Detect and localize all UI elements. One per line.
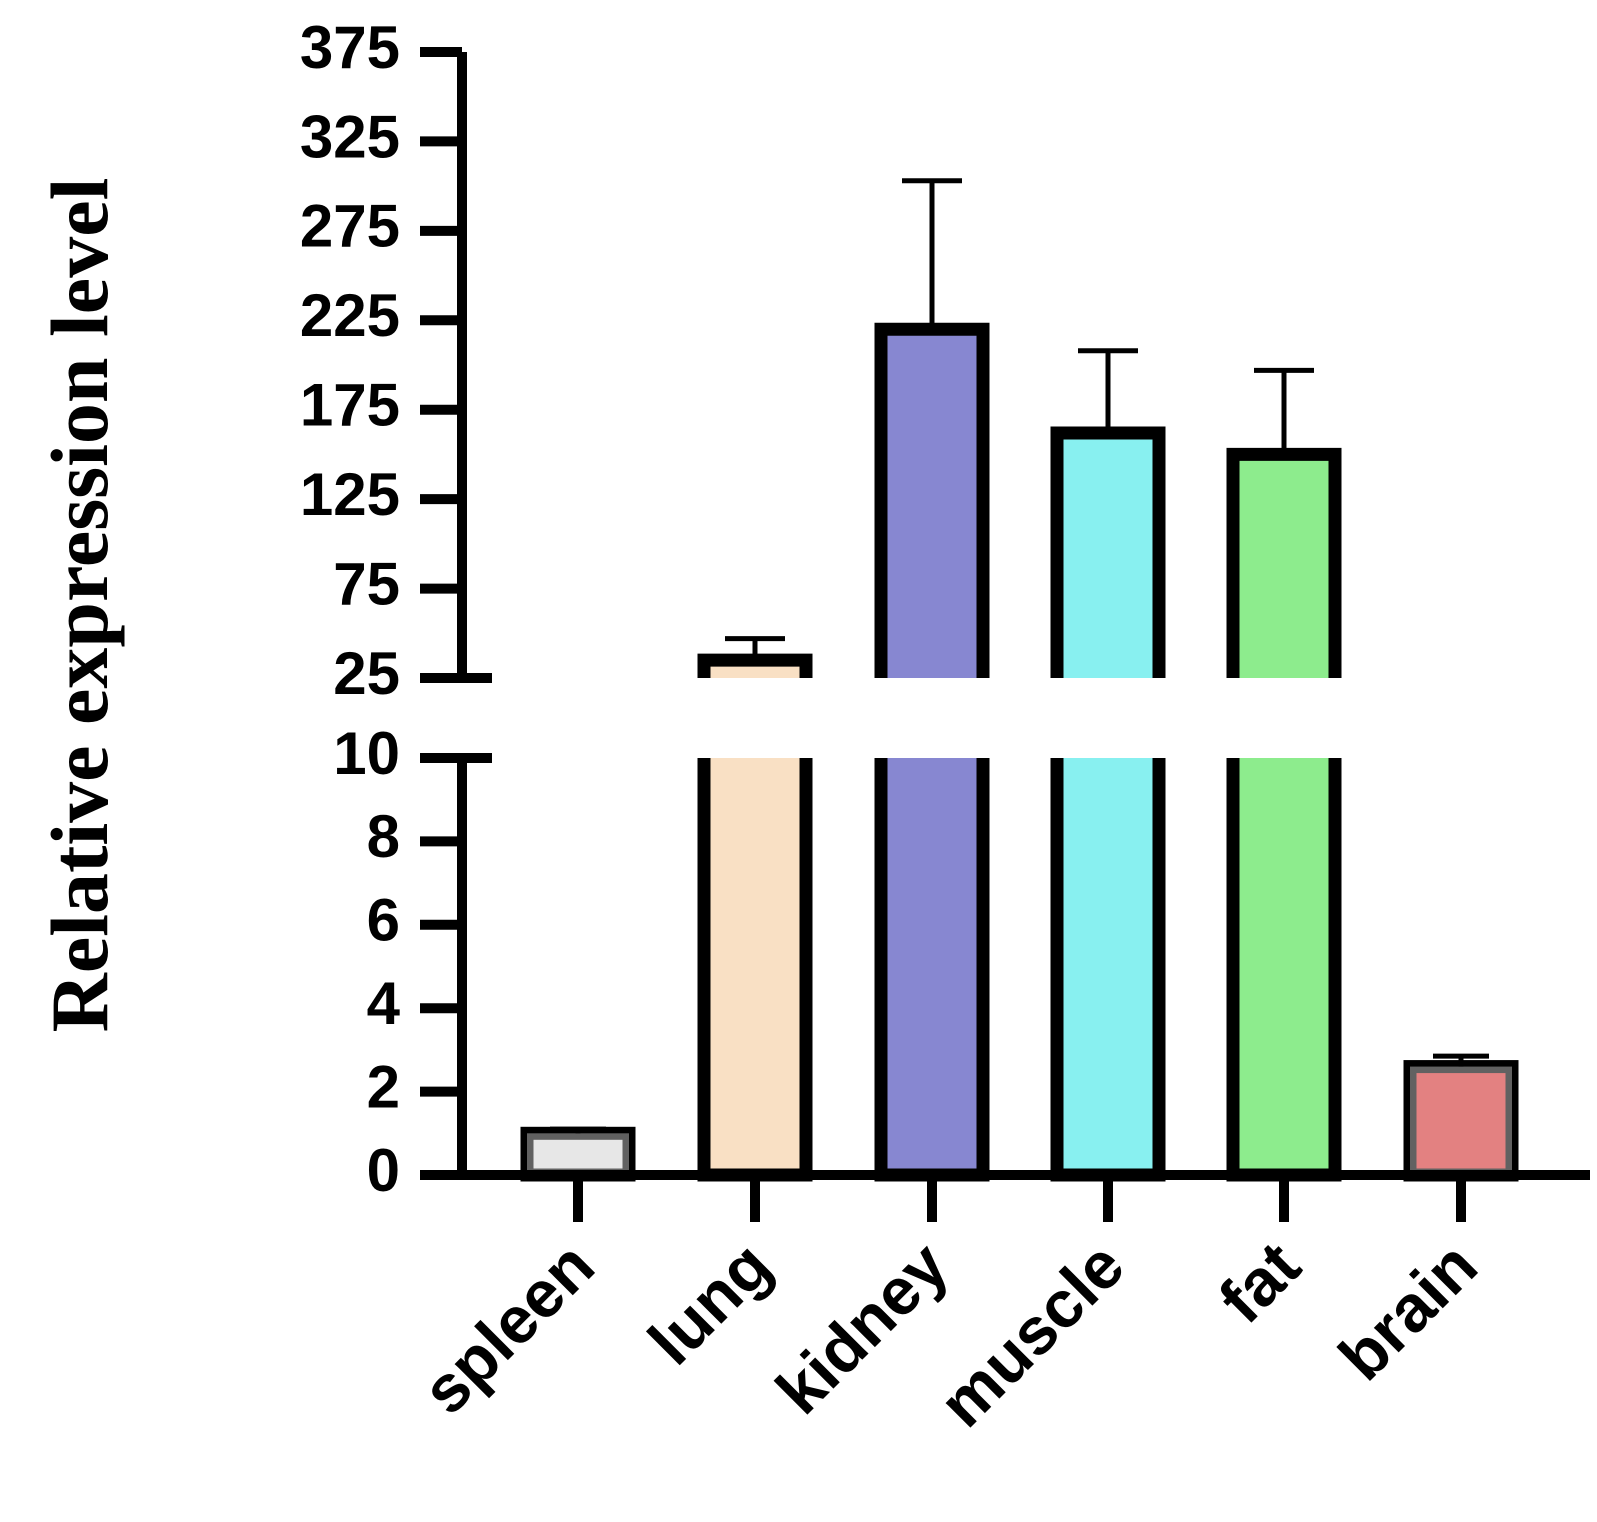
x-tick-label-lung: lung — [634, 1228, 785, 1379]
y-tick-label-8: 8 — [367, 803, 400, 870]
bar-lower-texture-muscle — [1057, 758, 1159, 1175]
x-tick-label-muscle: muscle — [925, 1228, 1138, 1441]
y-tick-label-10: 10 — [333, 720, 400, 787]
bar-lower-texture-kidney — [881, 758, 983, 1175]
y-tick-label-375: 375 — [300, 14, 400, 81]
bar-lower-texture-fat — [1233, 758, 1335, 1175]
bar-texture-brain — [1410, 1066, 1512, 1175]
bar-upper-outline-kidney — [874, 322, 990, 678]
y-tick-label-25: 25 — [333, 640, 400, 707]
y-tick-label-75: 75 — [333, 550, 400, 617]
y-tick-label-6: 6 — [367, 887, 400, 954]
y-tick-label-0: 0 — [367, 1137, 400, 1204]
x-tick-label-spleen: spleen — [408, 1228, 608, 1428]
y-tick-label-2: 2 — [367, 1053, 400, 1120]
bar-upper-texture-fat — [1233, 454, 1335, 678]
y-tick-label-125: 125 — [300, 461, 400, 528]
bar-upper-texture-kidney — [881, 329, 983, 678]
y-tick-label-4: 4 — [367, 970, 401, 1037]
y-tick-label-325: 325 — [300, 103, 400, 170]
plot-area: 0 2 4 6 8 10 25 75 125 175 225 275 325 375 spleen lungk… — [300, 14, 1590, 1441]
y-axis-label: Relative expression level — [34, 178, 125, 1033]
y-tick-label-275: 275 — [300, 193, 400, 260]
bar-upper-outline-muscle — [1050, 426, 1166, 678]
x-tick-label-brain: brain — [1324, 1228, 1490, 1394]
bar-upper-outline-fat — [1226, 447, 1342, 678]
bar-upper-texture-muscle — [1057, 432, 1159, 678]
bar-texture-spleen — [527, 1133, 629, 1175]
x-tick-label-fat: fat — [1205, 1228, 1314, 1337]
x-tick-label-kidney: kidney — [762, 1227, 962, 1427]
bar-lower-texture-lung — [704, 758, 806, 1175]
y-tick-label-175: 175 — [300, 372, 400, 439]
y-tick-label-225: 225 — [300, 282, 400, 349]
